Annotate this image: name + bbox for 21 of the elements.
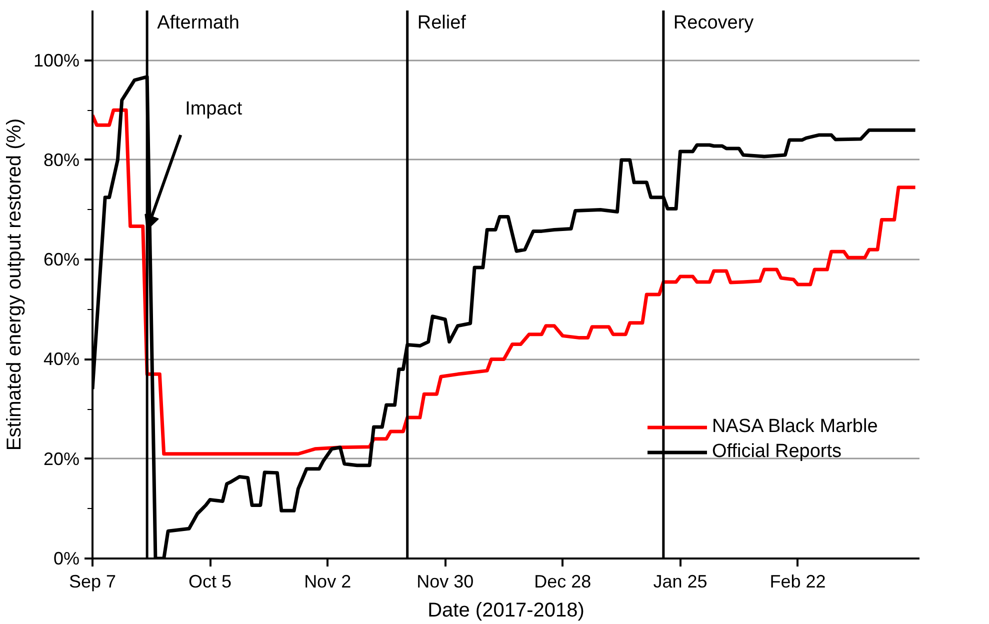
y-tick-label: 100% [33,50,80,70]
annotation: Impact [185,98,243,120]
ref-line-label: Aftermath [157,12,240,34]
legend-label: NASA Black Marble [712,416,878,438]
x-tick-label: Dec 28 [534,572,592,592]
x-tick-label: Sep 7 [68,572,116,592]
legend-label: Official Reports [712,441,842,463]
x-tick-label: Nov 30 [416,572,474,592]
y-axis-title: Estimated energy output restored (%) [3,118,26,451]
y-tick-label: 60% [43,250,80,270]
x-tick-label: Nov 2 [304,572,352,592]
y-tick-label: 80% [43,150,80,170]
x-tick-label: Feb 22 [770,572,826,592]
y-tick-label: 0% [53,548,80,568]
y-tick-label: 20% [43,448,80,469]
y-tick-label: 40% [43,349,80,370]
x-axis-title: Date (2017-2018) [428,600,584,622]
ref-line-label: Relief [417,12,467,34]
x-tick-label: Jan 25 [653,572,708,592]
ref-line-label: Recovery [673,12,754,34]
x-tick-label: Oct 5 [188,572,232,592]
